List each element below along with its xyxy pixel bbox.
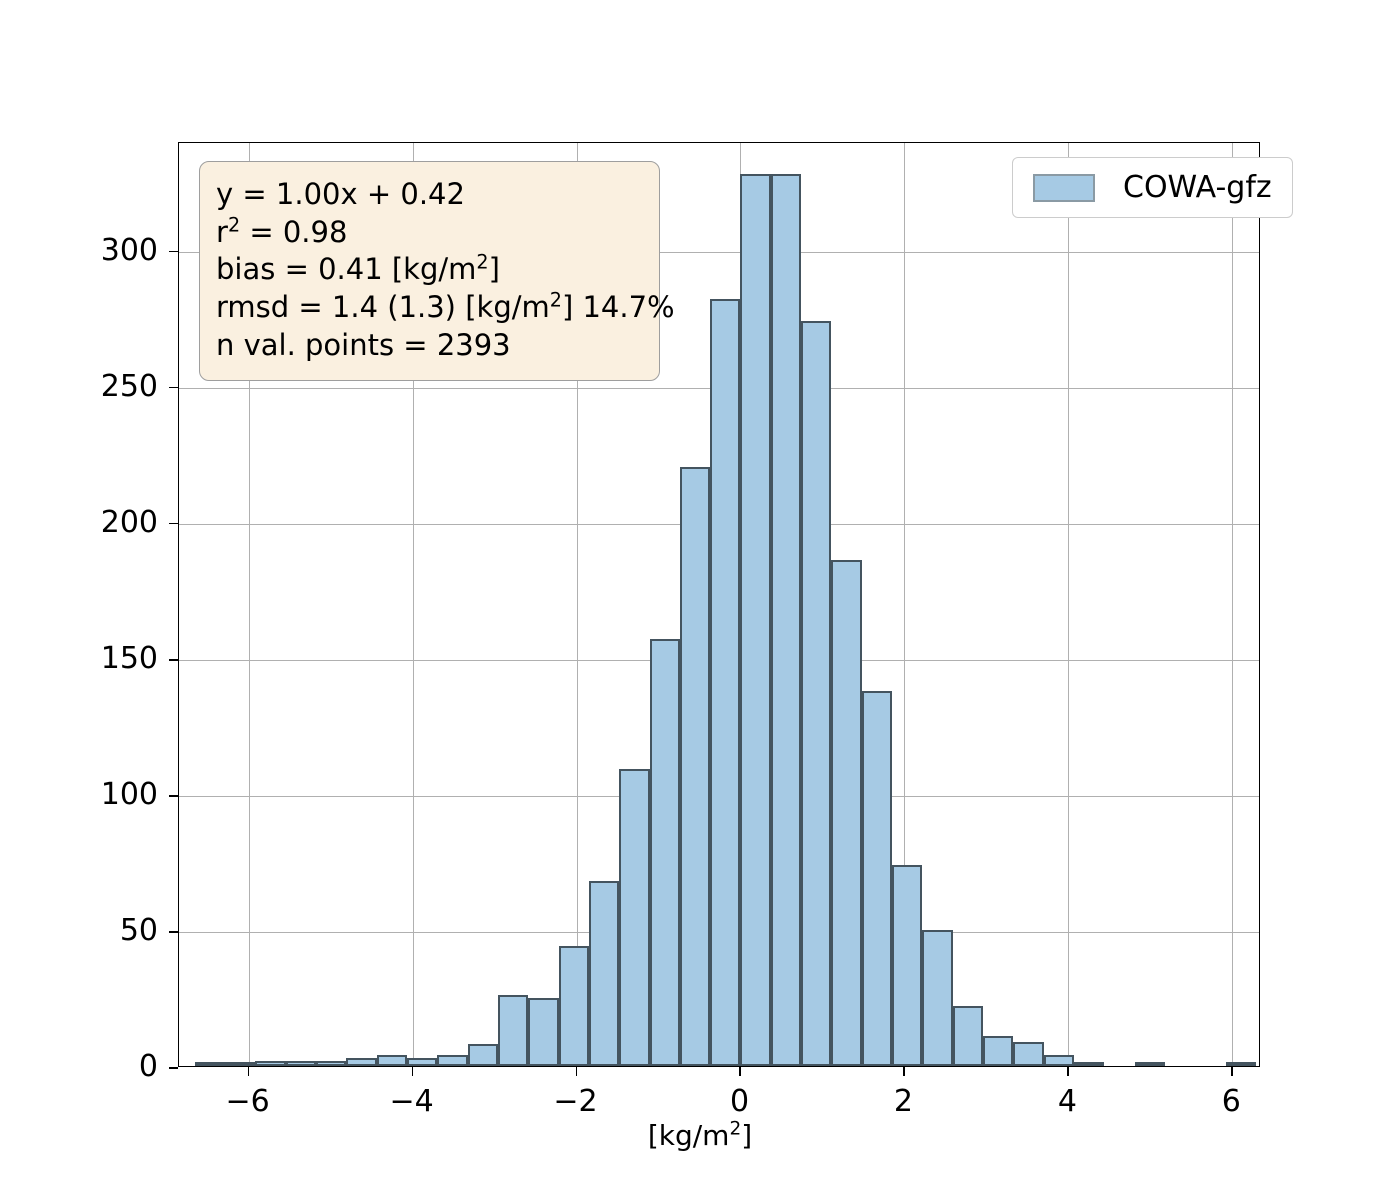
stat-rmsd: rmsd = 1.4 (1.3) [kg/m2] 14.7% xyxy=(216,288,675,327)
gridline-vertical xyxy=(576,143,578,1066)
y-tick-label: 250 xyxy=(100,368,158,404)
x-tick-mark xyxy=(1067,1067,1069,1076)
histogram-bar xyxy=(406,1057,438,1066)
stat-bias-prefix: bias = 0.41 [kg/m xyxy=(216,252,477,287)
histogram-bar xyxy=(710,298,741,1066)
x-tick-mark xyxy=(739,1067,742,1076)
histogram-bar xyxy=(437,1055,468,1066)
histogram-bar xyxy=(558,946,589,1066)
y-tick-mark xyxy=(169,250,178,253)
x-axis-label-prefix: [kg/m xyxy=(647,1119,730,1152)
histogram-bar xyxy=(588,881,620,1066)
histogram-bar xyxy=(285,1060,316,1066)
histogram-bar xyxy=(922,929,953,1066)
legend-label: COWA-gfz xyxy=(1123,170,1272,205)
x-tick-label: −6 xyxy=(225,1084,270,1119)
y-tick-mark xyxy=(169,794,178,797)
x-tick-label: 4 xyxy=(1057,1084,1077,1119)
y-tick-mark xyxy=(169,930,178,933)
x-tick-mark xyxy=(575,1067,578,1076)
x-tick-label: 2 xyxy=(893,1084,913,1119)
stat-rmsd-suffix: ] 14.7% xyxy=(561,290,675,325)
stat-fit-line: y = 1.00x + 0.42 xyxy=(216,177,465,211)
histogram-bar xyxy=(619,769,650,1066)
x-tick-mark xyxy=(1231,1067,1233,1076)
histogram-bar xyxy=(801,320,832,1066)
histogram-bar xyxy=(497,995,529,1066)
x-axis-label-suffix: ] xyxy=(741,1119,753,1152)
histogram-bar xyxy=(1043,1055,1075,1066)
gridline-vertical xyxy=(412,143,414,1066)
y-tick-label: 100 xyxy=(100,776,158,812)
stat-bias-suffix: ] xyxy=(488,252,500,287)
histogram-bar xyxy=(952,1006,984,1066)
stat-r-squared-value: = 0.98 xyxy=(240,214,348,249)
y-tick-label: 200 xyxy=(100,504,158,540)
histogram-bar xyxy=(831,559,862,1066)
legend[interactable]: COWA-gfz xyxy=(1012,157,1293,218)
histogram-bar xyxy=(224,1062,256,1066)
y-tick-mark xyxy=(169,522,178,525)
stat-n-points: n val. points = 2393 xyxy=(216,327,511,362)
histogram-bar xyxy=(376,1055,407,1066)
y-tick-mark xyxy=(169,1067,178,1069)
stat-bias: bias = 0.41 [kg/m2] xyxy=(216,251,643,289)
histogram-bar xyxy=(892,864,923,1066)
stat-r-squared: r2 = 0.98 xyxy=(216,214,643,252)
histogram-bar xyxy=(861,690,893,1066)
histogram-bar xyxy=(983,1036,1014,1066)
histogram-bars xyxy=(179,143,1259,1066)
gridline-vertical xyxy=(1232,143,1234,1066)
y-tick-mark xyxy=(169,658,178,661)
x-tick-mark xyxy=(247,1067,250,1076)
x-tick-label: −4 xyxy=(389,1084,434,1119)
x-tick-label: −2 xyxy=(553,1084,598,1119)
histogram-bar xyxy=(528,998,559,1066)
histogram-bar xyxy=(679,467,711,1066)
histogram-bar xyxy=(1074,1062,1105,1066)
x-tick-label: 0 xyxy=(729,1084,750,1119)
histogram-bar xyxy=(346,1057,377,1066)
histogram-bar xyxy=(255,1060,286,1066)
stat-r-squared-exponent: 2 xyxy=(227,213,241,237)
histogram-bar xyxy=(315,1060,347,1066)
legend-swatch-icon xyxy=(1033,173,1095,202)
x-tick-mark xyxy=(903,1067,906,1076)
histogram-bar xyxy=(740,173,771,1066)
y-tick-label: 300 xyxy=(100,232,158,268)
histogram-bar xyxy=(467,1044,498,1066)
x-axis-label-exponent: 2 xyxy=(729,1118,742,1140)
stat-bias-exponent: 2 xyxy=(476,250,489,274)
x-axis-label: [kg/m2] xyxy=(0,1119,1400,1152)
histogram-bar xyxy=(194,1062,225,1066)
histogram-bar xyxy=(1134,1062,1166,1066)
histogram-bar xyxy=(1013,1041,1044,1066)
x-tick-label: 6 xyxy=(1221,1084,1241,1119)
gridline-vertical xyxy=(248,143,250,1066)
histogram-bar xyxy=(770,173,802,1066)
gridline-horizontal xyxy=(179,251,1259,253)
gridline-vertical xyxy=(1068,143,1070,1066)
stat-rmsd-exponent: 2 xyxy=(549,288,562,312)
x-tick-mark xyxy=(411,1067,414,1076)
statistics-annotation-box: y = 1.00x + 0.42 r2 = 0.98 bias = 0.41 [… xyxy=(199,161,675,382)
y-tick-mark xyxy=(169,386,178,389)
y-tick-label: 50 xyxy=(119,912,158,948)
y-tick-label: 0 xyxy=(138,1049,158,1084)
stat-r-squared-symbol: r xyxy=(216,214,228,249)
y-tick-label: 150 xyxy=(100,640,158,676)
gridline-vertical xyxy=(904,143,906,1066)
stat-rmsd-prefix: rmsd = 1.4 (1.3) [kg/m xyxy=(216,290,550,325)
histogram-bar xyxy=(1225,1062,1257,1066)
histogram-bar xyxy=(649,638,680,1066)
